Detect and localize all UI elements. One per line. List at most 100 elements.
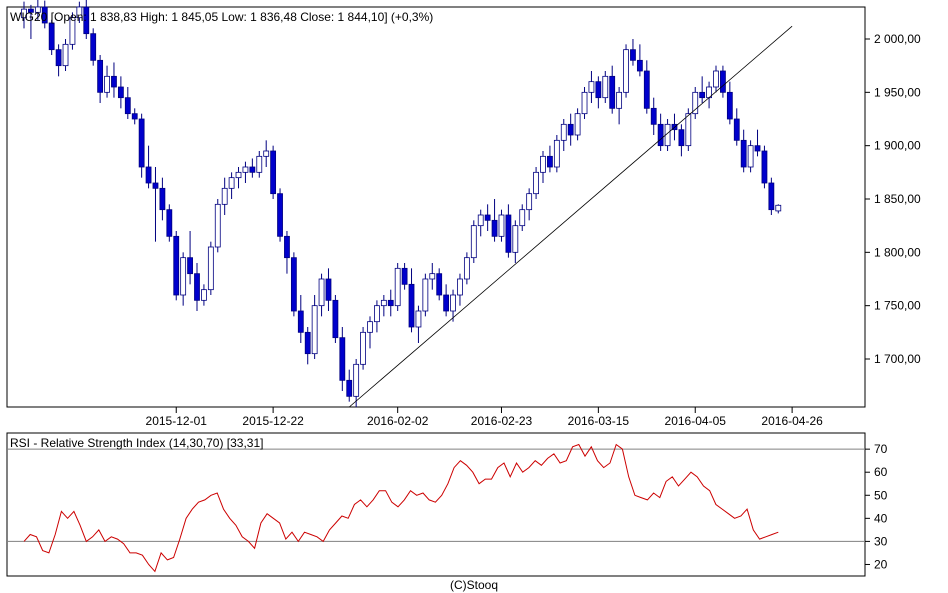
candle-body-up xyxy=(519,209,526,227)
candle xyxy=(581,87,588,119)
candle xyxy=(21,1,27,29)
candle xyxy=(256,151,263,178)
candle-body-down xyxy=(111,75,117,88)
candle xyxy=(97,55,104,103)
candle xyxy=(560,119,567,151)
candle-body-up xyxy=(588,81,595,93)
candle-body-down xyxy=(145,166,152,184)
candle xyxy=(173,231,180,301)
candle xyxy=(484,204,491,231)
candle-body-up xyxy=(256,155,263,173)
candle-body-down xyxy=(173,235,180,296)
x-tick-label: 2016-02-23 xyxy=(471,414,533,428)
candle xyxy=(124,87,131,119)
candle-body-up xyxy=(394,267,401,307)
candle-body-down xyxy=(249,166,256,173)
candle-body-down xyxy=(41,6,48,24)
rsi-tick-label: 40 xyxy=(874,511,888,525)
candle-body-down xyxy=(117,86,124,99)
candle xyxy=(346,369,353,402)
candle-body-up xyxy=(21,8,27,19)
candle xyxy=(609,65,616,114)
candle xyxy=(353,359,360,407)
candle-body-up xyxy=(574,113,581,136)
candle-body-down xyxy=(90,33,97,61)
y-tick-label: 1 800,00 xyxy=(874,245,921,259)
candle-body-up xyxy=(180,257,187,296)
candle-body-up xyxy=(228,177,235,189)
candle xyxy=(477,209,484,237)
rsi-tick-label: 60 xyxy=(874,465,888,479)
candle xyxy=(41,0,48,29)
candle-body-down xyxy=(657,123,664,147)
candle-body-down xyxy=(332,299,339,339)
candle xyxy=(470,220,477,263)
rsi-tick-label: 30 xyxy=(874,534,888,548)
candle xyxy=(318,273,325,317)
candle xyxy=(249,158,256,178)
candle-body-down xyxy=(138,118,145,168)
candle-body-down xyxy=(194,273,200,301)
candle xyxy=(775,204,782,214)
candle-body-up xyxy=(450,294,456,312)
candle xyxy=(720,65,726,98)
rsi-tick-label: 20 xyxy=(874,557,888,571)
candle-body-down xyxy=(28,8,34,13)
candle xyxy=(692,87,699,119)
candle-body-down xyxy=(166,209,173,237)
candle-body-up xyxy=(69,17,76,45)
candle-body-up xyxy=(221,187,228,205)
candle-body-down xyxy=(152,182,159,189)
candle xyxy=(533,167,539,199)
candle-body-down xyxy=(491,219,498,237)
candle xyxy=(207,241,214,295)
y-tick-label: 2 000,00 xyxy=(874,32,921,46)
rsi-plot-frame xyxy=(6,432,866,577)
candle xyxy=(726,81,733,125)
candle-body-up xyxy=(602,75,609,99)
candle-body-up xyxy=(34,6,41,13)
candle xyxy=(567,113,574,146)
candle xyxy=(297,295,304,343)
candle-body-down xyxy=(643,70,650,109)
candle xyxy=(422,273,429,317)
candle xyxy=(616,87,623,125)
candle-body-up xyxy=(374,305,380,323)
candle-body-up xyxy=(713,70,719,88)
candle xyxy=(643,60,650,114)
x-tick-label: 2016-03-15 xyxy=(568,414,630,428)
candle-body-down xyxy=(97,59,104,93)
candle-body-up xyxy=(560,123,567,141)
candle xyxy=(450,289,456,322)
candle xyxy=(595,76,602,109)
candle-body-down xyxy=(733,118,740,141)
candle xyxy=(117,76,124,109)
candle xyxy=(630,39,636,66)
candle xyxy=(768,177,775,215)
candle-body-down xyxy=(754,145,761,152)
candle xyxy=(152,167,159,242)
candle-body-down xyxy=(401,267,408,285)
candle-body-up xyxy=(318,278,325,307)
candle xyxy=(138,113,145,178)
candle-body-down xyxy=(630,49,636,61)
candle xyxy=(325,268,332,311)
candle-body-up xyxy=(581,91,588,115)
candle xyxy=(408,268,415,333)
candle xyxy=(761,145,768,189)
candle xyxy=(104,65,110,98)
candle xyxy=(339,327,346,391)
candle xyxy=(166,204,173,242)
candle xyxy=(290,252,297,317)
y-tick-label: 1 900,00 xyxy=(874,139,921,153)
candle xyxy=(415,305,422,343)
candle-body-down xyxy=(484,214,491,221)
candle-body-down xyxy=(678,129,685,147)
candle xyxy=(574,108,581,141)
candle xyxy=(263,140,270,167)
candle-body-down xyxy=(304,331,311,355)
candle-body-up xyxy=(512,225,519,253)
candle-body-down xyxy=(387,299,394,307)
y-tick-label: 1 850,00 xyxy=(874,192,921,206)
